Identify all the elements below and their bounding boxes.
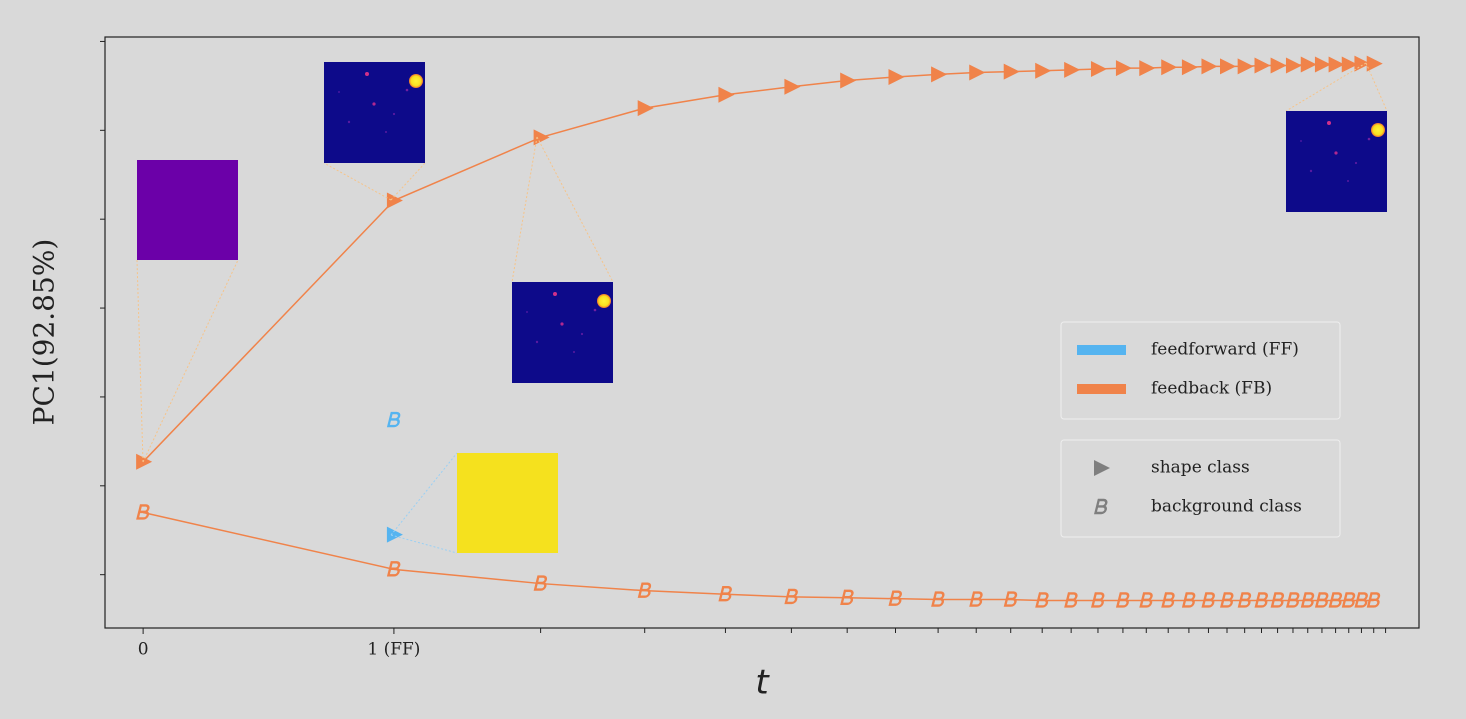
background-marker [1139, 592, 1153, 608]
shape-marker [1003, 63, 1020, 80]
background-marker [386, 561, 401, 577]
shape-marker [1314, 56, 1331, 73]
background-marker [1300, 592, 1315, 608]
background-marker [1285, 592, 1300, 608]
background-marker [1003, 591, 1018, 607]
plot-area: 0 1 (FF) [100, 40, 1387, 660]
shape-marker [1254, 57, 1271, 74]
shape-marker [1270, 57, 1287, 74]
background-marker [1035, 592, 1049, 608]
connector [142, 259, 239, 463]
inset-image [457, 453, 558, 553]
shape-marker [637, 100, 654, 117]
background-marker [1328, 592, 1343, 608]
background-marker [1201, 592, 1215, 608]
x-axis-title: t [755, 663, 770, 703]
background-marker [533, 575, 548, 591]
inset-image [324, 62, 425, 163]
shape-marker [1090, 60, 1107, 77]
shape-marker [931, 66, 948, 83]
legend-label: feedforward (FF) [1151, 340, 1299, 360]
connector [1285, 62, 1367, 112]
shape-marker [888, 68, 905, 85]
shape-marker [1341, 56, 1358, 73]
shape-marker [1139, 60, 1156, 77]
background-marker [1237, 592, 1252, 608]
background-marker [931, 591, 945, 607]
legend-label: feedback (FB) [1151, 379, 1272, 399]
plot-frame [104, 36, 1420, 629]
connector [511, 136, 538, 283]
insets [136, 62, 1388, 554]
shape-marker [1300, 56, 1317, 73]
background-marker [637, 582, 652, 598]
background-marker [1354, 592, 1368, 608]
background-marker [136, 504, 150, 520]
x-tick-label: 1 (FF) [367, 640, 420, 660]
shape-marker [1115, 60, 1132, 77]
background-marker [1254, 592, 1268, 608]
background-marker [1161, 592, 1175, 608]
background-marker [1341, 592, 1356, 608]
background-marker [1270, 592, 1285, 608]
connector [1365, 62, 1388, 112]
shape-marker [1094, 460, 1110, 476]
legend-swatch [1077, 345, 1126, 355]
legend-box [1060, 439, 1341, 538]
shape-marker [1181, 59, 1198, 76]
connector [390, 162, 426, 201]
background-marker [888, 590, 902, 606]
background-marker [1181, 592, 1196, 608]
inset-image [1286, 111, 1387, 212]
x-tick-label: 0 [138, 640, 149, 660]
shape-marker [718, 86, 735, 103]
legend-label: shape class [1151, 458, 1250, 478]
connector [323, 162, 392, 201]
shape-marker [533, 129, 550, 146]
background-marker [784, 588, 798, 605]
background-marker [1220, 592, 1234, 608]
background-marker [1094, 498, 1108, 515]
shape-marker [1285, 57, 1302, 74]
shape-marker [1220, 58, 1237, 75]
shape-marker [1237, 58, 1254, 75]
connector [390, 534, 458, 554]
legend-swatch [1077, 384, 1126, 394]
legend-box [1060, 321, 1341, 420]
shape-marker [969, 64, 986, 81]
shape-marker [1161, 59, 1178, 76]
shape-marker [386, 526, 403, 543]
shape-marker [840, 72, 857, 89]
y-axis-title: PC1(92.85%) [28, 239, 61, 426]
shape-marker [1201, 58, 1218, 75]
background-marker [1366, 592, 1381, 608]
connector [390, 452, 458, 536]
shape-marker [386, 192, 403, 209]
background-marker [1314, 592, 1329, 608]
legend: feedforward (FF) feedback (FB) shape class… [1077, 340, 1302, 517]
shape-marker [1328, 56, 1345, 73]
shape-marker [136, 453, 153, 470]
legend-label: background class [1151, 497, 1302, 517]
inset-image [512, 282, 613, 383]
shape-marker [1064, 61, 1081, 78]
shape-marker [1035, 62, 1052, 79]
background-marker [1090, 592, 1105, 608]
background-marker [386, 411, 401, 428]
background-marker [969, 591, 983, 607]
background-marker [840, 589, 854, 605]
background-marker [718, 586, 732, 602]
background-marker [1064, 592, 1078, 608]
shape-marker [1366, 55, 1383, 72]
connector [136, 259, 144, 463]
background-marker [1115, 592, 1130, 608]
connector [536, 136, 614, 283]
inset-image [137, 160, 238, 260]
shape-marker [784, 78, 801, 95]
